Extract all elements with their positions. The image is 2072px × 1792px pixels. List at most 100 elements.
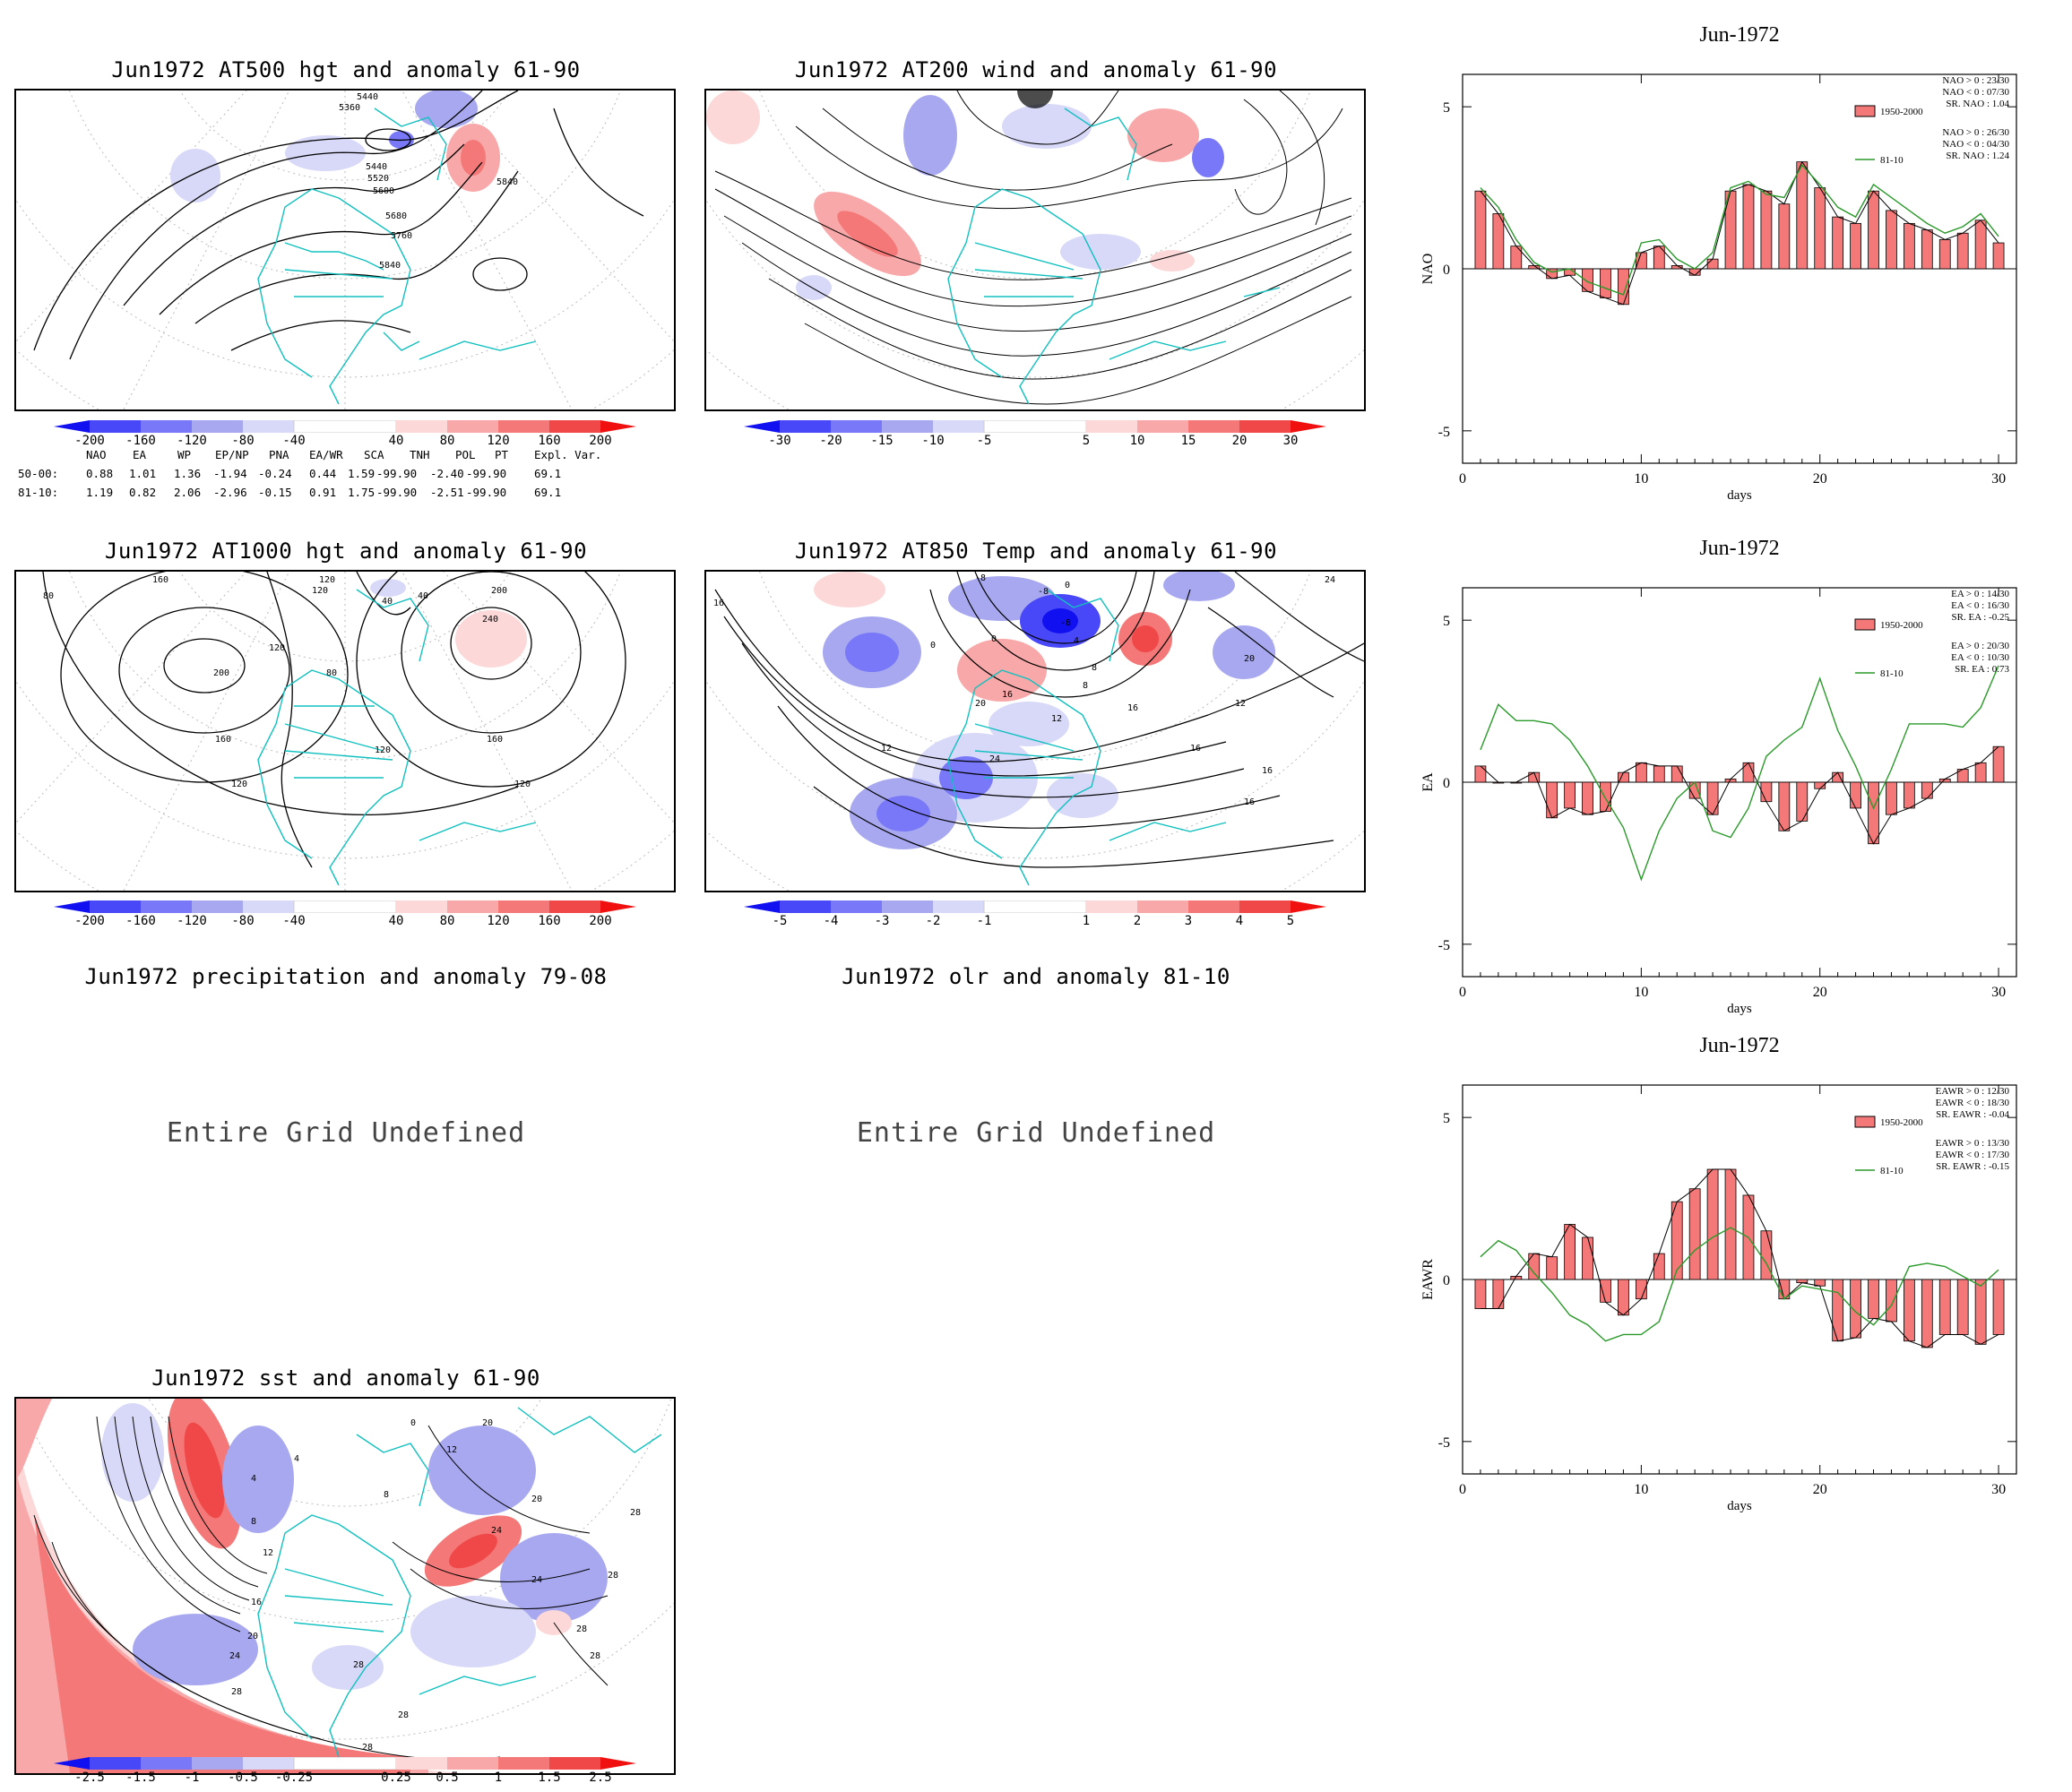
at850-map: 16 -8 0 24 0 20 16 12 12 16 16 24 16 12 …	[704, 570, 1366, 892]
y-tick-label: -5	[1438, 425, 1450, 440]
bar	[1510, 246, 1523, 270]
colorbar-tick: -40	[282, 914, 306, 928]
at850-label: 24	[989, 754, 1000, 764]
at850-label: -8	[1038, 587, 1049, 597]
sst-label: 20	[482, 1418, 493, 1428]
bar	[1778, 781, 1791, 831]
legend-stat: EAWR < 0 : 17/30	[1936, 1150, 2010, 1160]
colorbar-tick: -0.5	[228, 1770, 258, 1785]
bar	[1474, 1279, 1487, 1309]
colorbar-tick: -2.5	[74, 1770, 105, 1785]
series-1950-2000-line	[1480, 1168, 1999, 1348]
at850-label: 0	[991, 634, 997, 644]
bar	[1938, 1279, 1951, 1335]
index-value: -99.90	[376, 486, 418, 499]
bar	[1618, 268, 1629, 306]
colorbar-tick: -2	[925, 914, 941, 928]
at1000-label: 120	[269, 643, 285, 653]
bar	[1653, 765, 1665, 783]
x-axis-label: days	[1727, 1002, 1752, 1015]
at1000-label: 120	[312, 586, 328, 596]
series-1950-2000-line	[1480, 745, 1999, 845]
at1000-colorbar: -200 -160 -120 -80 -40 40 80 120 160 200	[54, 900, 636, 935]
bar	[1921, 229, 1933, 270]
at1000-title: Jun1972 AT1000 hgt and anomaly 61-90	[104, 538, 588, 564]
legend-line-label: 81-10	[1880, 668, 1904, 679]
bar	[1956, 1279, 1969, 1335]
bar	[1546, 781, 1558, 819]
at850-label: 16	[1244, 797, 1255, 807]
at850-label: 12	[1051, 714, 1062, 724]
index-value: 2.06	[174, 486, 202, 499]
olr-title: Jun1972 olr and anomaly 81-10	[842, 964, 1230, 989]
at500-label: 5600	[373, 186, 394, 196]
at200-colorbar: -30 -20 -15 -10 -5 5 10 15 20 30	[744, 419, 1326, 455]
sst-title: Jun1972 sst and anomaly 61-90	[151, 1366, 540, 1391]
sst-label: 28	[630, 1508, 641, 1518]
colorbar-tick: -1.5	[125, 1770, 156, 1785]
colorbar-tick: 200	[589, 434, 612, 448]
legend-bar-swatch	[1854, 618, 1876, 631]
x-tick-label: 0	[1459, 1482, 1466, 1497]
colorbar-tick: 3	[1184, 914, 1193, 928]
index-value: -2.51	[430, 486, 464, 499]
bar	[1796, 781, 1809, 822]
at850-label: 24	[1325, 575, 1335, 585]
index-value: -2.40	[430, 467, 464, 480]
bar	[1618, 1279, 1629, 1316]
at200-title: Jun1972 AT200 wind and anomaly 61-90	[794, 57, 1278, 82]
index-value: -99.90	[466, 467, 507, 480]
index-header: EA	[133, 448, 147, 461]
x-tick-label: 20	[1813, 471, 1827, 487]
y-axis-label: EAWR	[1420, 1259, 1436, 1300]
colorbar-tick: -30	[768, 434, 791, 448]
sst-label: 20	[247, 1632, 258, 1641]
legend-stat: EAWR < 0 : 18/30	[1936, 1098, 2010, 1108]
colorbar-tick: 10	[1129, 434, 1145, 448]
at1000-label: 200	[491, 586, 507, 596]
at1000-label: 160	[487, 735, 503, 745]
x-tick-label: 10	[1634, 1482, 1648, 1497]
x-tick-label: 20	[1813, 1482, 1827, 1497]
bar	[1904, 1279, 1915, 1342]
sst-label: 28	[353, 1660, 364, 1670]
colorbar-tick: 1	[494, 1770, 503, 1785]
bar	[1992, 242, 2005, 270]
y-tick-label: -5	[1438, 938, 1450, 953]
y-tick-label: 5	[1443, 614, 1450, 629]
colorbar-tick: 80	[439, 434, 455, 448]
x-tick-label: 0	[1459, 471, 1466, 487]
colorbar-tick: -4	[823, 914, 839, 928]
bar	[1904, 781, 1915, 809]
at850-label: 16	[1127, 703, 1138, 713]
index-table: NAO EA WP EP/NP PNA EA/WR SCA TNH POL PT…	[18, 448, 645, 502]
y-axis-label: NAO	[1420, 254, 1436, 285]
legend-stat: NAO > 0 : 26/30	[1942, 127, 2009, 138]
at500-label: 5520	[367, 174, 389, 184]
index-value: 0.91	[309, 486, 337, 499]
colorbar-tick: 40	[388, 434, 404, 448]
y-axis-label: EA	[1420, 772, 1436, 792]
bar	[1974, 220, 1987, 270]
bar	[1796, 1279, 1809, 1284]
at850-label: -8	[1060, 618, 1071, 628]
colorbar-tick: 1.5	[538, 1770, 561, 1785]
bar	[1850, 781, 1861, 809]
index-value: 1.19	[86, 486, 114, 499]
precip-undefined-message: Entire Grid Undefined	[166, 1117, 526, 1149]
colorbar-tick: -10	[921, 434, 945, 448]
x-tick-label: 30	[1991, 1482, 2006, 1497]
sst-label: 24	[491, 1526, 502, 1536]
colorbar-tick: -80	[231, 914, 255, 928]
ea-chart: Jun-1972 5 0 -5 0 10 20 30 days EA 1950-2000 81-10 E…	[1407, 531, 2072, 1016]
colorbar-tick: 0.5	[436, 1770, 459, 1785]
bar	[1868, 1279, 1879, 1319]
at500-label: 5840	[379, 261, 401, 271]
sst-label: 0	[410, 1418, 416, 1428]
colorbar-tick: 30	[1282, 434, 1299, 448]
sst-label: 20	[531, 1495, 542, 1504]
index-value: 69.1	[534, 467, 562, 480]
y-tick-label: 0	[1443, 1273, 1450, 1288]
index-header: PNA	[269, 448, 289, 461]
bar	[1974, 1279, 1987, 1345]
